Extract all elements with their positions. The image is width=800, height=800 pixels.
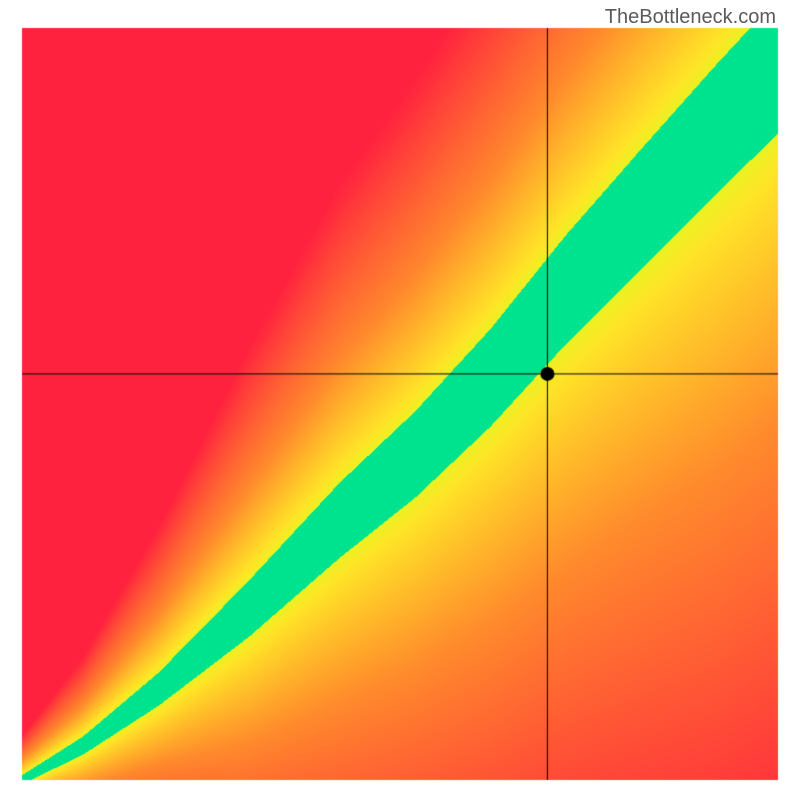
chart-container: TheBottleneck.com: [0, 0, 800, 800]
bottleneck-heatmap: [0, 0, 800, 800]
watermark-text: TheBottleneck.com: [605, 6, 776, 29]
